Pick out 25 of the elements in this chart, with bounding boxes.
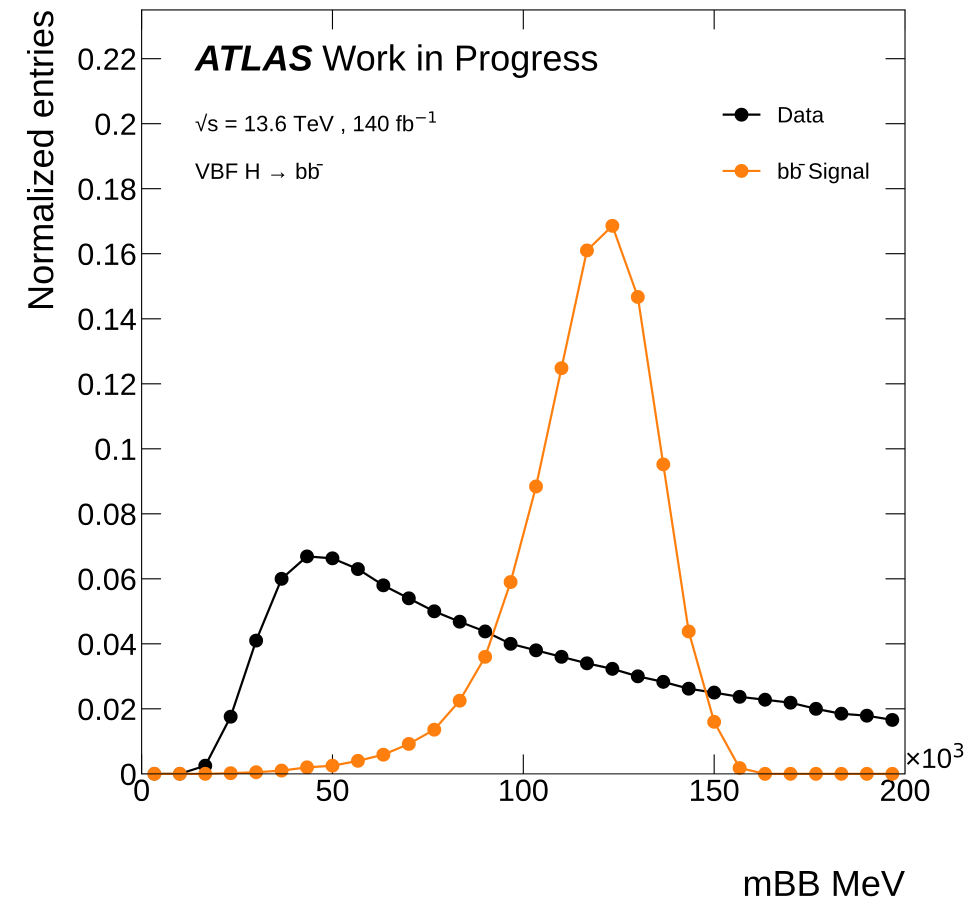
annotation: Work in Progress [322, 44, 598, 78]
legend-label: bb̄ Signal [778, 162, 868, 184]
y-tick-label: 0.18 [78, 178, 136, 200]
legend-label: Data [778, 107, 824, 123]
x-axis-title: mBB MeV [744, 871, 905, 896]
annotation: √s = 13.6 TeV , 140 fb$^{−1}$ [196, 111, 436, 134]
y-tick-label: 0.04 [78, 634, 136, 656]
y-tick-label: 0.1 [95, 438, 136, 460]
y-tick-label: 0.22 [78, 48, 136, 70]
annotation: ATLAS [194, 45, 312, 71]
annotation: VBF H → bb̄ [195, 162, 323, 180]
x-tick-label: 200 [881, 780, 930, 802]
y-tick-label: 0.08 [78, 504, 136, 526]
y-tick-label: 0.14 [78, 308, 136, 330]
y-tick-label: 0.12 [78, 374, 136, 396]
x-tick-label: 150 [691, 780, 738, 802]
y-tick-label: 0.02 [78, 698, 136, 720]
text: ×10$^{3}$ [906, 742, 964, 768]
x-tick-label: 50 [316, 780, 348, 802]
y-tick-label: 0.06 [78, 568, 136, 590]
y-tick-label: 0 [120, 764, 136, 786]
y-axis-title: Normalized entries [26, 11, 54, 308]
y-tick-label: 0.2 [95, 113, 136, 136]
y-tick-label: 0.16 [78, 243, 136, 266]
x-tick-label: 100 [500, 780, 548, 802]
